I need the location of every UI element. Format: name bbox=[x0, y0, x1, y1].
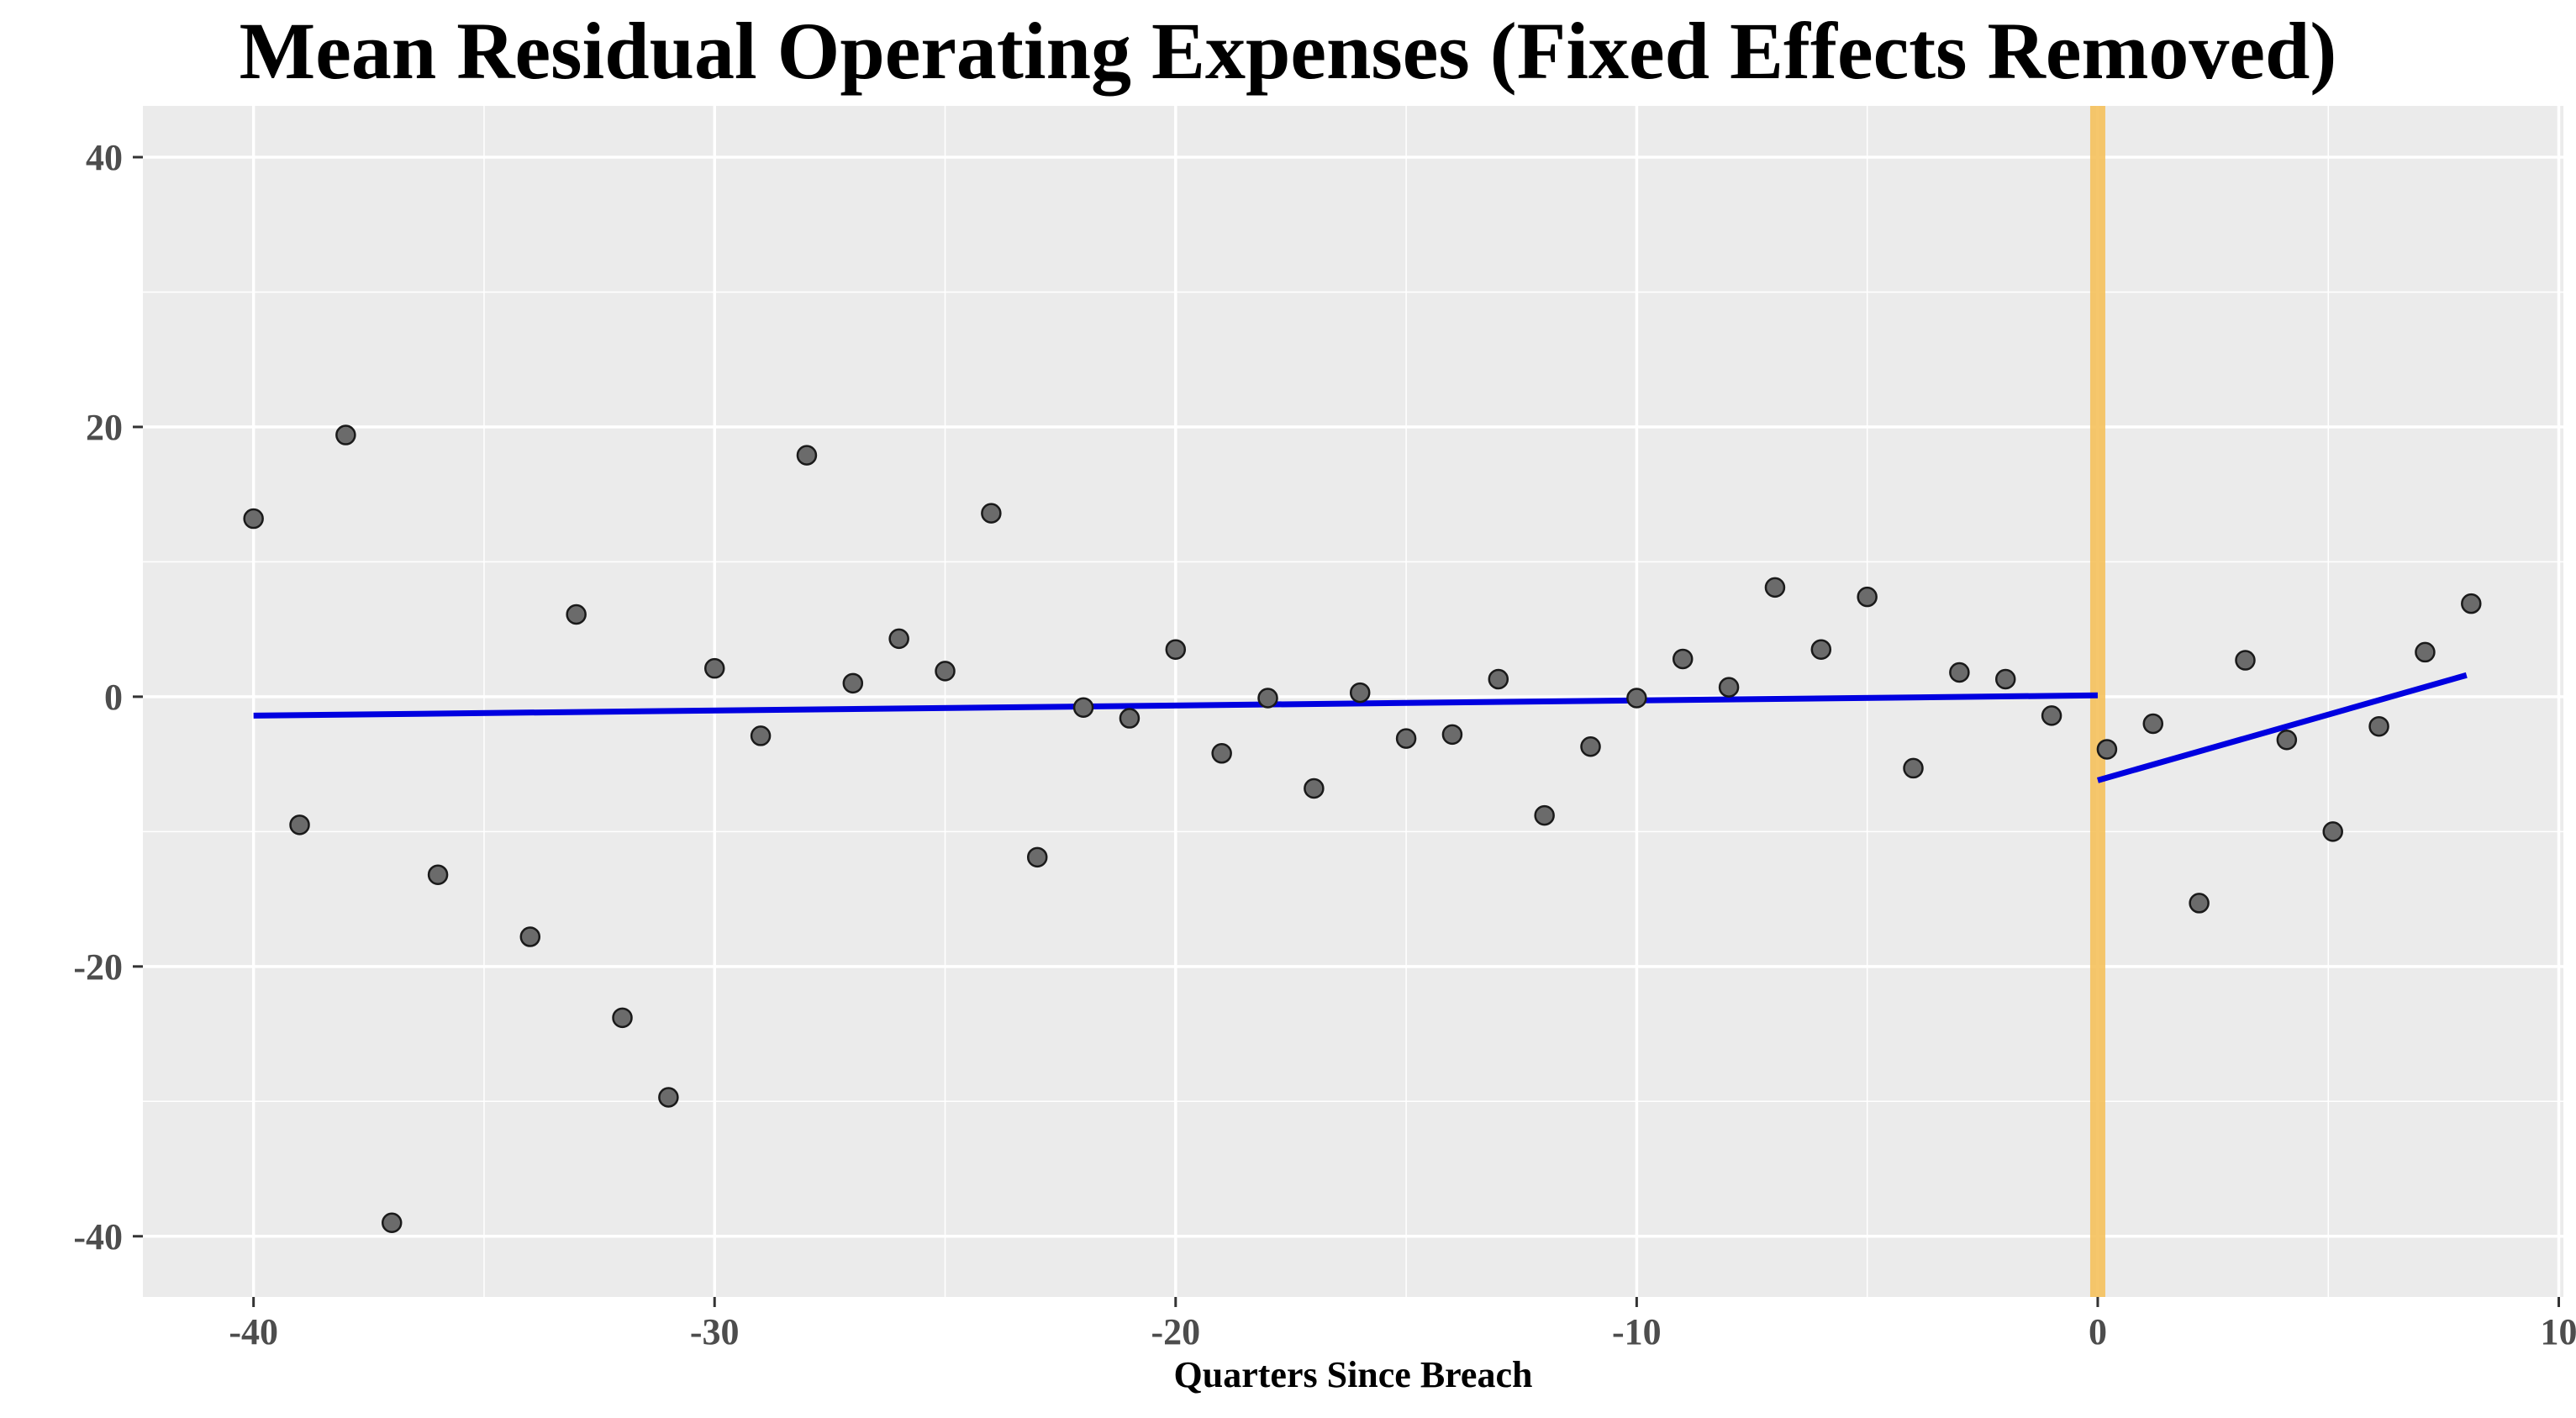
data-point bbox=[1810, 639, 1832, 660]
data-point bbox=[1672, 648, 1694, 670]
chart-title: Mean Residual Operating Expenses (Fixed … bbox=[239, 6, 2337, 96]
x-axis: -40 -30 -20 -10 0 10 bbox=[229, 1297, 2576, 1352]
data-point bbox=[612, 1007, 633, 1029]
y-tick-label: 0 bbox=[104, 677, 123, 718]
data-point bbox=[1395, 728, 1417, 749]
data-point bbox=[289, 814, 310, 836]
data-point bbox=[935, 661, 956, 682]
data-point bbox=[566, 604, 587, 625]
data-point bbox=[427, 864, 449, 885]
data-point bbox=[1857, 586, 1878, 608]
x-tick-label: -20 bbox=[1151, 1311, 1200, 1352]
data-point bbox=[1026, 846, 1048, 868]
data-point bbox=[1718, 677, 1740, 698]
data-point bbox=[703, 657, 725, 679]
data-point bbox=[1534, 804, 1555, 826]
data-point bbox=[2142, 713, 2164, 735]
major-gridlines bbox=[143, 106, 2563, 1297]
data-point bbox=[1949, 662, 1970, 683]
data-point bbox=[2096, 739, 2118, 760]
data-point bbox=[1764, 577, 1786, 598]
data-points bbox=[243, 424, 2482, 1233]
data-point bbox=[1165, 639, 1187, 660]
data-point bbox=[658, 1087, 679, 1108]
data-point bbox=[1994, 668, 2016, 690]
fit-line bbox=[253, 692, 2098, 719]
data-point bbox=[2189, 893, 2210, 914]
x-tick-label: 0 bbox=[2089, 1311, 2107, 1352]
data-point bbox=[2461, 593, 2482, 614]
data-point bbox=[1304, 778, 1325, 799]
data-point bbox=[888, 628, 909, 650]
data-point bbox=[2322, 821, 2343, 842]
data-point bbox=[1119, 708, 1140, 729]
fit-line bbox=[2096, 672, 2468, 783]
data-point bbox=[1349, 682, 1371, 704]
data-point bbox=[796, 445, 818, 466]
data-point bbox=[335, 424, 356, 445]
y-tick-label: 20 bbox=[86, 407, 123, 448]
data-point bbox=[1488, 668, 1509, 690]
x-axis-title: Quarters Since Breach bbox=[1174, 1354, 1533, 1395]
data-point bbox=[750, 725, 772, 746]
data-point bbox=[519, 926, 541, 947]
data-point bbox=[1903, 757, 1924, 779]
y-tick-label: 40 bbox=[86, 137, 123, 178]
x-tick-label: -40 bbox=[229, 1311, 278, 1352]
data-point bbox=[2415, 641, 2436, 663]
x-tick-label: 10 bbox=[2541, 1311, 2576, 1352]
data-point bbox=[1257, 688, 1278, 709]
data-point bbox=[981, 503, 1002, 524]
data-point bbox=[1072, 697, 1094, 718]
data-point bbox=[1211, 743, 1232, 764]
y-axis: -40 -20 0 20 40 bbox=[73, 137, 143, 1257]
data-point bbox=[1580, 736, 1601, 757]
data-point bbox=[842, 672, 864, 694]
data-point bbox=[243, 508, 264, 530]
data-point bbox=[381, 1212, 403, 1233]
data-point bbox=[2235, 650, 2256, 671]
y-tick-label: -20 bbox=[73, 946, 123, 988]
data-point bbox=[1441, 724, 1463, 746]
x-tick-label: -10 bbox=[1612, 1311, 1662, 1352]
y-tick-label: -40 bbox=[73, 1216, 123, 1257]
breach-marker bbox=[2089, 106, 2105, 1297]
minor-gridlines bbox=[143, 106, 2563, 1297]
x-tick-label: -30 bbox=[690, 1311, 740, 1352]
data-point bbox=[2276, 729, 2298, 751]
data-point bbox=[2041, 705, 2062, 726]
data-point bbox=[1626, 688, 1647, 709]
data-point bbox=[2368, 715, 2389, 737]
fit-lines bbox=[253, 672, 2468, 783]
